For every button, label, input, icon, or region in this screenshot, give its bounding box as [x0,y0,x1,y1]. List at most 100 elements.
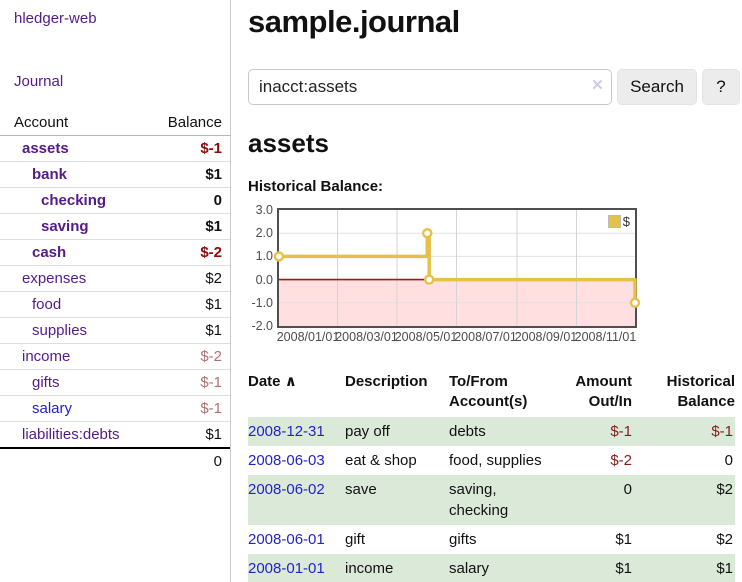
transaction-balance: $2 [640,475,735,525]
accounts-column-header: To/From Account(s) [449,373,528,410]
date-column-header[interactable]: Date ∧ [248,370,345,417]
account-balance: $1 [205,218,222,235]
sidebar-account-link-supplies[interactable]: supplies [32,322,88,339]
sidebar-account-link-liabilities-debts[interactable]: liabilities:debts [22,426,120,443]
sidebar-account-row: supplies $1 [0,318,230,344]
account-table-header: Account Balance [0,110,230,136]
transaction-amount: $-1 [561,417,640,446]
sidebar-account-link-saving[interactable]: saving [41,218,89,235]
main-content: sample.journal × Search ? assets Histori… [231,0,742,582]
sidebar-account-row: assets $-1 [0,136,230,162]
account-balance: $1 [205,322,222,339]
sidebar-account-link-cash[interactable]: cash [32,244,67,261]
sidebar-account-row: income $-2 [0,344,230,370]
chart-y-axis: 3.0 2.0 1.0 0.0 -1.0 -2.0 [248,203,273,333]
x-tick-label: 2008/09/01 [514,330,578,344]
sidebar-account-link-assets[interactable]: assets [22,140,69,157]
historical-balance-chart: 3.0 2.0 1.0 0.0 -1.0 -2.0 $ 2008/01/01 2008/03… [248,203,641,348]
sidebar-account-row: food $1 [0,292,230,318]
account-balance: $-2 [200,348,222,365]
search-input[interactable] [248,69,612,105]
page-title: sample.journal [248,4,460,39]
chart-section-label: Historical Balance: [248,178,384,195]
account-balance: $2 [205,270,222,287]
transaction-date-link[interactable]: 2008-12-31 [248,423,325,440]
sidebar-account-link-checking[interactable]: checking [41,192,107,209]
y-tick-label: 1.0 [255,249,273,264]
transaction-balance: $2 [716,531,733,548]
register-header-row: Date ∧ Description To/From Account(s) Am… [248,370,735,417]
transaction-date-link[interactable]: 2008-06-02 [248,481,325,498]
sidebar-account-row: salary $-1 [0,396,230,422]
x-tick-label: 2008/07/01 [454,330,517,344]
account-balance: $1 [205,166,222,183]
y-tick-label: 3.0 [255,203,273,217]
transaction-description: eat & shop [345,452,417,469]
transaction-accounts: debts [449,417,561,446]
transaction-amount: 0 [561,475,640,525]
sidebar-account-link-expenses[interactable]: expenses [22,270,87,287]
description-column-header: Description [345,373,428,390]
transaction-amount: $-2 [610,452,632,469]
transaction-date-link[interactable]: 2008-06-03 [248,452,325,469]
help-button[interactable]: ? [702,69,740,105]
sidebar: hledger-web Journal Account Balance asse… [0,0,231,582]
chart-x-axis: 2008/01/01 2008/03/01 2008/05/01 2008/07/01… [277,330,638,348]
account-balance: $1 [205,426,222,443]
transaction-amount: $1 [561,554,640,582]
sidebar-account-row: cash $-2 [0,240,230,266]
app-brand-link[interactable]: hledger-web [14,10,97,27]
sidebar-account-link-income[interactable]: income [22,348,71,365]
chart-legend: $ [607,214,630,229]
account-balance: $-2 [200,244,222,261]
account-balance: $-1 [200,140,222,157]
register-table: Date ∧ Description To/From Account(s) Am… [248,370,735,582]
transaction-accounts: saving, checking [449,475,561,525]
nav-journal-link[interactable]: Journal [14,73,64,90]
sidebar-account-link-bank[interactable]: bank [32,166,68,183]
search-box: × [248,69,612,105]
total-balance: 0 [213,453,222,470]
account-column-header: Account [14,114,69,131]
account-balance: 0 [213,192,222,209]
sidebar-account-link-food[interactable]: food [32,296,62,313]
legend-swatch-icon [607,215,621,228]
sidebar-account-row: expenses $2 [0,266,230,292]
transaction-accounts: salary [449,554,561,582]
x-tick-label: 2008/05/01 [394,330,458,344]
legend-label: $ [622,214,630,229]
amount-column-header: Amount Out/In [575,373,632,410]
x-tick-label: 2008/03/01 [335,330,398,344]
transaction-description: income [345,554,449,582]
register-row: 2008-06-01 gift gifts $1 $2 [248,525,735,554]
register-row: 2008-06-02 save saving, checking 0 $2 [248,475,735,525]
x-tick-label: 2008/01/01 [276,330,340,344]
balance-column-header: Balance [167,114,222,131]
transaction-description: gift [345,531,366,548]
transaction-accounts: food, supplies [449,452,542,469]
search-button[interactable]: Search [617,69,697,105]
account-heading: assets [248,128,329,158]
sidebar-account-row: checking 0 [0,188,230,214]
account-balance: $1 [205,296,222,313]
balance-column-header: Historical Balance [666,373,735,410]
sidebar-account-row: gifts $-1 [0,370,230,396]
account-balance-table: Account Balance assets $-1 bank $1 check… [0,110,230,474]
sidebar-account-link-gifts[interactable]: gifts [32,374,60,391]
y-tick-label: -2.0 [251,319,273,333]
transaction-accounts: gifts [449,531,477,548]
transaction-date-link[interactable]: 2008-06-01 [248,531,325,548]
account-balance: $-1 [200,400,222,417]
y-tick-label: 0.0 [255,272,273,287]
chart-svg [273,210,641,326]
sort-ascending-icon: ∧ [284,373,297,390]
y-tick-label: -1.0 [251,295,273,310]
transaction-date-link[interactable]: 2008-01-01 [248,560,325,577]
sidebar-account-link-salary[interactable]: salary [32,400,73,417]
transaction-balance: $-1 [640,417,735,446]
transaction-description: save [345,475,449,525]
y-tick-label: 2.0 [255,226,273,241]
chart-plot-area[interactable]: $ [273,208,641,328]
sidebar-account-row: liabilities:debts $1 [0,422,230,449]
clear-search-icon[interactable]: × [591,75,603,96]
